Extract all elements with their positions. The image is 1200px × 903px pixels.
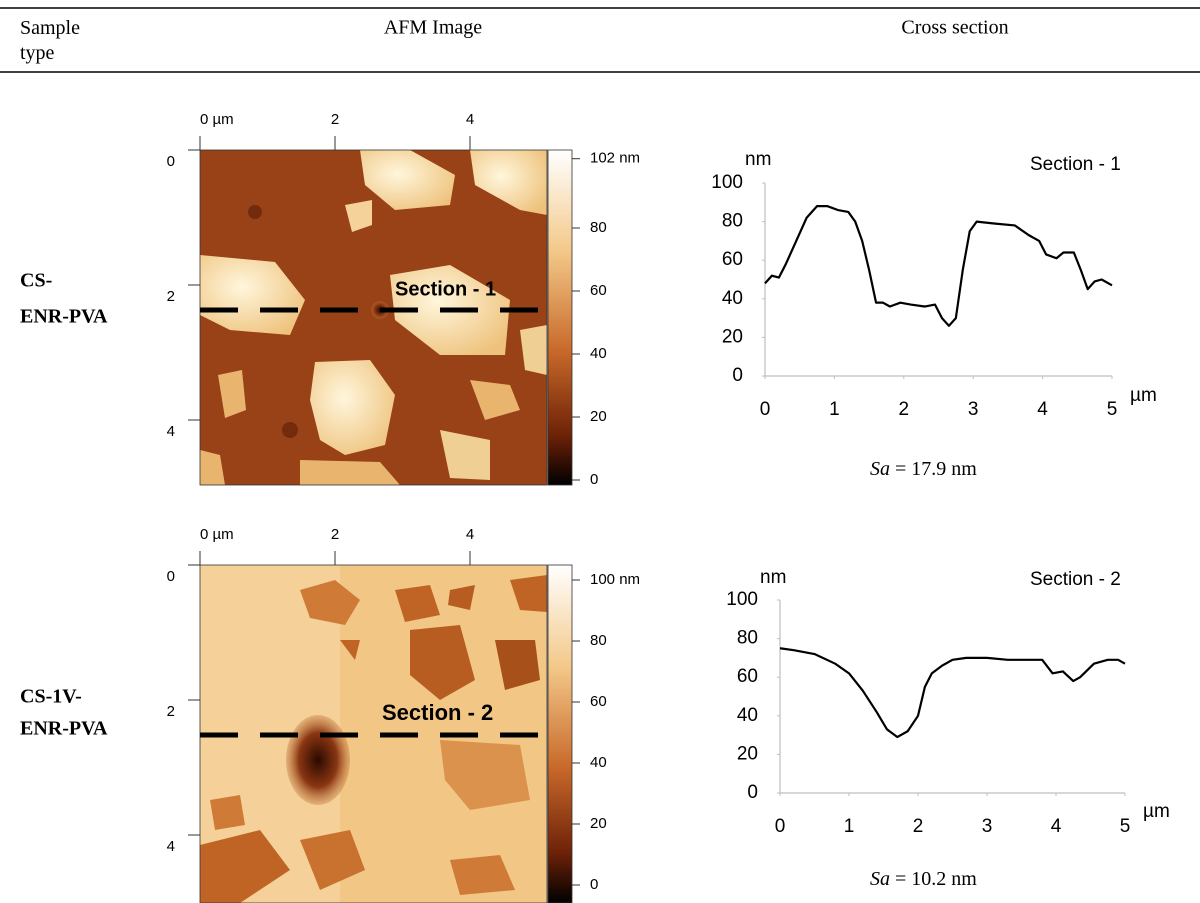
- y-axis-label: nm: [745, 149, 771, 170]
- x-axis-label: µm: [1143, 801, 1170, 822]
- x-tick-label: 5: [1107, 399, 1118, 420]
- y-tick-label: 0: [167, 568, 175, 585]
- y-tick-label: 20: [722, 326, 743, 347]
- section-label: Section - 2: [382, 700, 493, 725]
- colorbar-label: 20: [590, 408, 607, 425]
- x-tick-label: 0 µm: [200, 111, 234, 128]
- section-profile: [764, 205, 1113, 327]
- roughness-symbol: Sa: [870, 458, 890, 480]
- x-tick-label: 3: [982, 816, 993, 837]
- x-tick-label: 0: [775, 816, 786, 837]
- y-tick-label: 0: [732, 365, 743, 386]
- colorbar-label: 20: [590, 815, 607, 832]
- x-tick-label: 2: [331, 526, 339, 543]
- y-tick-label: 40: [722, 288, 743, 309]
- column-header: Cross section: [901, 17, 1008, 39]
- y-tick-label: 2: [167, 288, 175, 305]
- section-profile: [779, 647, 1126, 739]
- x-tick-label: 4: [1037, 399, 1048, 420]
- y-tick-label: 2: [167, 703, 175, 720]
- colorbar-label: 100 nm: [590, 571, 640, 588]
- colorbar-label: 40: [590, 345, 607, 362]
- y-axis-label: nm: [760, 567, 786, 588]
- x-tick-label: 2: [913, 816, 924, 837]
- y-tick-label: 20: [737, 743, 758, 764]
- column-header: Sample type: [20, 17, 80, 64]
- x-tick-label: 2: [899, 399, 910, 420]
- y-tick-label: 4: [167, 838, 175, 855]
- y-tick-label: 0: [747, 782, 758, 803]
- sample-label: CS-1V-: [20, 686, 82, 708]
- sample-label: CS-: [20, 270, 52, 292]
- y-tick-label: 100: [726, 589, 758, 610]
- roughness: Sa = 10.2 nm: [870, 868, 977, 890]
- section-label: Section - 1: [395, 278, 496, 300]
- y-tick-label: 100: [711, 172, 743, 193]
- roughness: Sa = 17.9 nm: [870, 458, 977, 480]
- x-tick-label: 4: [1051, 816, 1062, 837]
- x-tick-label: 1: [829, 399, 840, 420]
- y-tick-label: 40: [737, 705, 758, 726]
- colorbar-label: 60: [590, 693, 607, 710]
- y-tick-label: 60: [737, 666, 758, 687]
- sample-label: ENR-PVA: [20, 306, 108, 328]
- x-tick-label: 4: [466, 526, 474, 543]
- afm-image: [199, 564, 573, 903]
- sample-label: ENR-PVA: [20, 718, 108, 740]
- roughness-value: = 17.9 nm: [895, 458, 977, 480]
- x-tick-label: 4: [466, 111, 474, 128]
- chart-title: Section - 1: [1030, 154, 1121, 175]
- roughness-value: = 10.2 nm: [895, 868, 977, 890]
- colorbar-label: 0: [590, 471, 598, 488]
- x-tick-label: 3: [968, 399, 979, 420]
- x-tick-label: 0: [760, 399, 771, 420]
- colorbar-label: 60: [590, 282, 607, 299]
- y-tick-label: 0: [167, 153, 175, 170]
- colorbar-label: 0: [590, 876, 598, 893]
- colorbar-label: 102 nm: [590, 150, 640, 167]
- colorbar-label: 40: [590, 754, 607, 771]
- colorbar-label: 80: [590, 219, 607, 236]
- x-tick-label: 0 µm: [200, 526, 234, 543]
- y-tick-label: 60: [722, 249, 743, 270]
- y-tick-label: 4: [167, 423, 175, 440]
- x-tick-label: 1: [844, 816, 855, 837]
- afm-image: [199, 149, 573, 486]
- colorbar-label: 80: [590, 632, 607, 649]
- x-tick-label: 2: [331, 111, 339, 128]
- column-header: AFM Image: [384, 17, 482, 39]
- roughness-symbol: Sa: [870, 868, 890, 890]
- x-axis-label: µm: [1130, 385, 1157, 406]
- x-tick-label: 5: [1120, 816, 1131, 837]
- chart-title: Section - 2: [1030, 569, 1121, 590]
- y-tick-label: 80: [722, 211, 743, 232]
- y-tick-label: 80: [737, 628, 758, 649]
